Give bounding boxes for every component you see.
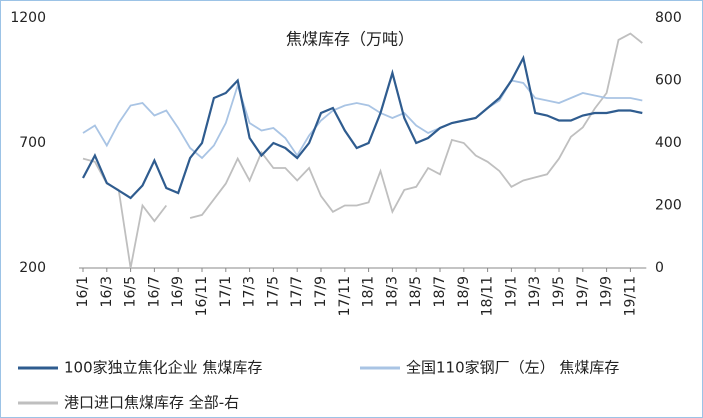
legend-label: 全国110家钢厂（左） 焦煤库存 xyxy=(406,359,619,377)
x-tick-label: 18/5 xyxy=(408,276,424,307)
x-tick-label: 18/7 xyxy=(432,276,448,307)
x-tick-label: 16/7 xyxy=(146,276,162,307)
y2-tick-label: 800 xyxy=(655,10,682,26)
x-tick-label: 17/11 xyxy=(337,276,353,316)
legend-label: 100家独立焦化企业 焦煤库存 xyxy=(64,359,262,377)
x-tick-label: 18/11 xyxy=(480,276,496,316)
x-tick-label: 19/5 xyxy=(551,276,567,307)
x-tick-label: 16/1 xyxy=(75,276,91,307)
series-line xyxy=(82,79,643,160)
y2-tick-label: 200 xyxy=(655,198,682,214)
y2-tick-label: 0 xyxy=(655,260,664,276)
chart-title: 焦煤库存（万吨） xyxy=(286,30,414,49)
x-tick-label: 19/9 xyxy=(599,276,615,307)
x-tick-label: 16/11 xyxy=(194,276,210,316)
x-tick-label: 19/3 xyxy=(527,276,543,307)
x-tick-label: 19/11 xyxy=(622,276,638,316)
x-tick-label: 16/3 xyxy=(99,276,115,307)
legend-label: 港口进口焦煤库存 全部-右 xyxy=(64,394,239,412)
x-tick-label: 17/7 xyxy=(289,276,305,307)
series-line xyxy=(82,32,643,269)
x-tick-label: 18/3 xyxy=(384,276,400,307)
x-tick-label: 18/9 xyxy=(456,276,472,307)
y-tick-label: 1200 xyxy=(10,10,46,26)
y2-tick-label: 600 xyxy=(655,73,682,89)
y-tick-label: 700 xyxy=(19,135,46,151)
x-tick-label: 17/9 xyxy=(313,276,329,307)
x-tick-label: 19/1 xyxy=(503,276,519,307)
y-tick-label: 200 xyxy=(19,260,46,276)
x-tick-label: 19/7 xyxy=(575,276,591,307)
x-tick-label: 16/5 xyxy=(123,276,139,307)
x-tick-label: 16/9 xyxy=(170,276,186,307)
y2-tick-label: 400 xyxy=(655,135,682,151)
x-tick-label: 17/3 xyxy=(242,276,258,307)
x-tick-label: 17/5 xyxy=(265,276,281,307)
x-tick-label: 18/1 xyxy=(361,276,377,307)
x-tick-label: 17/1 xyxy=(218,276,234,307)
series-line xyxy=(82,54,643,200)
